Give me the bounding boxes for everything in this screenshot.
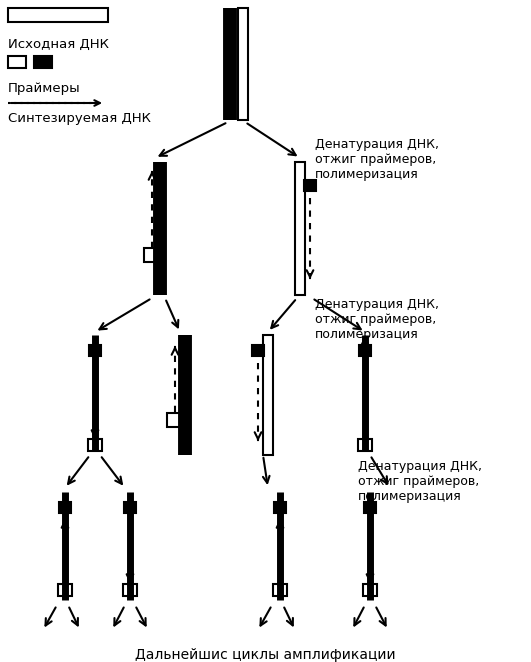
Bar	[123, 584, 137, 596]
Bar	[144, 248, 160, 262]
Bar	[304, 179, 316, 191]
Bar	[273, 584, 287, 596]
Bar	[364, 502, 376, 512]
Bar	[274, 502, 286, 512]
Bar	[8, 8, 108, 22]
Text: Денатурация ДНК,
отжиг праймеров,
полимеризация: Денатурация ДНК, отжиг праймеров, полиме…	[315, 298, 439, 341]
Bar	[252, 344, 264, 355]
Text: Исходная ДНК: Исходная ДНК	[8, 38, 109, 51]
Bar	[88, 439, 102, 451]
Bar	[358, 439, 372, 451]
Bar	[89, 344, 101, 355]
Text: Денатурация ДНК,
отжиг праймеров,
полимеризация: Денатурация ДНК, отжиг праймеров, полиме…	[358, 460, 482, 503]
Bar	[58, 584, 72, 596]
Bar	[34, 56, 52, 68]
Text: Синтезируемая ДНК: Синтезируемая ДНК	[8, 112, 151, 125]
Bar	[263, 335, 273, 455]
Bar	[8, 56, 26, 68]
Bar	[363, 584, 377, 596]
Text: Дальнейшис циклы амплификации: Дальнейшис циклы амплификации	[135, 648, 395, 662]
Bar	[59, 502, 71, 512]
Bar	[359, 344, 371, 355]
Text: Денатурация ДНК,
отжиг праймеров,
полимеризация: Денатурация ДНК, отжиг праймеров, полиме…	[315, 138, 439, 181]
Bar	[124, 502, 136, 512]
Bar	[295, 162, 305, 295]
Bar	[238, 8, 248, 120]
Text: Праймеры: Праймеры	[8, 82, 81, 95]
Bar	[167, 413, 183, 427]
